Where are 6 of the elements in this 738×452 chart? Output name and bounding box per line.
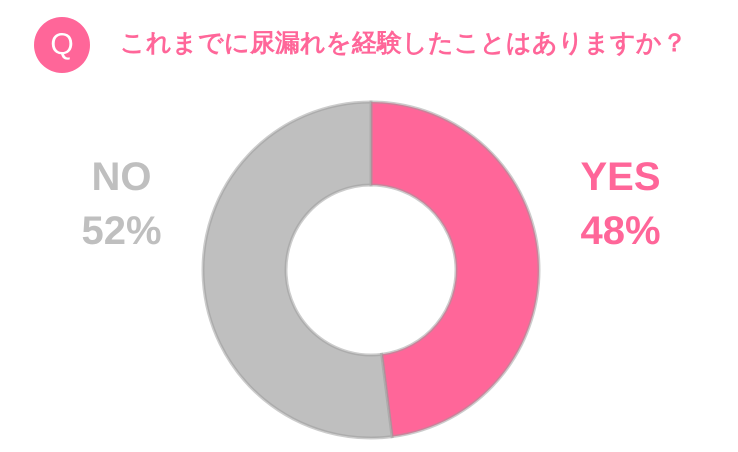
circle-badge: Q <box>34 17 90 73</box>
slice-label: NO <box>91 155 152 199</box>
data-label: 52% <box>81 209 162 253</box>
slice-label: YES <box>580 155 661 199</box>
data-label: 48% <box>580 209 661 253</box>
chart-title: これまでに尿漏れを経験したことはありますか？ <box>120 28 687 59</box>
